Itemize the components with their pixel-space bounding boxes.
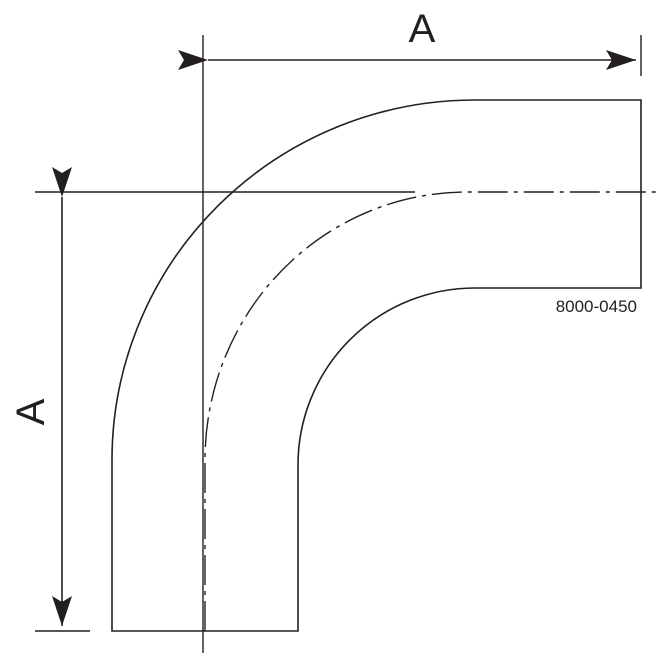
elbow-outline [111,99,642,632]
part-number: 8000-0450 [556,297,637,316]
dimension-label-top: A [409,7,436,51]
centerline [204,191,659,631]
dimension-label-left: A [9,398,53,425]
